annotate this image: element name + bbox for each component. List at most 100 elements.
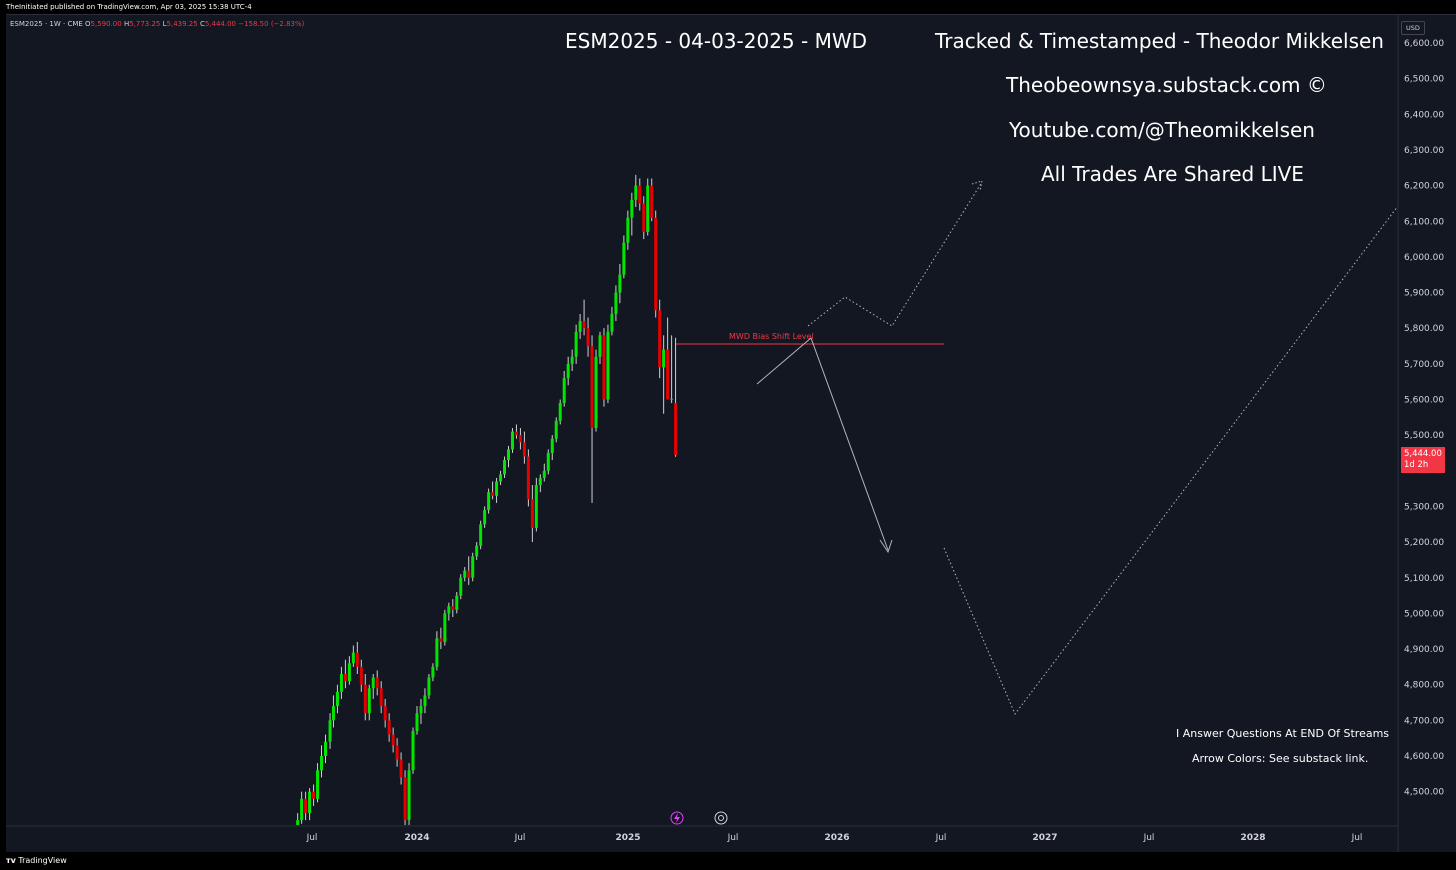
candle-up[interactable] [542, 463, 546, 482]
candle-down[interactable] [642, 196, 646, 240]
candle-down[interactable] [602, 328, 606, 407]
candle-up[interactable] [499, 470, 503, 486]
candle-down[interactable] [359, 659, 363, 692]
candle-down[interactable] [399, 752, 403, 785]
candle-up[interactable] [614, 285, 618, 322]
candle-down[interactable] [586, 317, 590, 357]
candle-up[interactable] [479, 520, 483, 550]
candle-down[interactable] [582, 299, 586, 336]
candle-up[interactable] [630, 192, 634, 236]
candle-down[interactable] [439, 627, 443, 650]
candle-up[interactable] [546, 449, 550, 475]
substack-annotation[interactable]: Theobeownsya.substack.com © [1006, 73, 1327, 97]
candle-down[interactable] [312, 784, 316, 806]
candle-down[interactable] [650, 178, 654, 222]
candle-up[interactable] [419, 698, 423, 724]
candle-up[interactable] [423, 688, 427, 714]
candle-down[interactable] [383, 698, 387, 728]
candle-down[interactable] [526, 449, 530, 507]
projection-dotted-path-lower[interactable] [943, 205, 1399, 715]
candle-up[interactable] [339, 666, 343, 699]
candle-up[interactable] [626, 210, 630, 250]
candle-up[interactable] [431, 663, 435, 682]
lightning-icon[interactable] [670, 811, 684, 825]
candle-down[interactable] [395, 738, 399, 767]
candle-up[interactable] [538, 474, 542, 493]
candle-up[interactable] [296, 813, 300, 825]
candle-up[interactable] [300, 791, 304, 824]
candle-up[interactable] [367, 684, 371, 721]
candle-up[interactable] [503, 456, 507, 478]
candle-up[interactable] [415, 706, 419, 735]
candle-down[interactable] [590, 335, 594, 503]
candle-down[interactable] [518, 428, 522, 450]
candle-up[interactable] [316, 763, 320, 803]
candle-up[interactable] [320, 745, 324, 778]
candle-up[interactable] [598, 331, 602, 364]
candle-down[interactable] [522, 431, 526, 464]
candle-up[interactable] [594, 349, 598, 432]
price-axis[interactable]: 6,600.00 6,500.00 6,400.00 6,300.00 6,200.00… [1404, 39, 1444, 798]
candle-up[interactable] [471, 552, 475, 582]
candle-up[interactable] [411, 727, 415, 774]
candle-up[interactable] [427, 674, 431, 699]
candle-up[interactable] [534, 477, 538, 532]
candle-up[interactable] [435, 631, 439, 671]
candle-down[interactable] [638, 178, 642, 211]
candle-down[interactable] [363, 674, 367, 721]
candle-down[interactable] [451, 599, 455, 617]
candle-up[interactable] [351, 645, 355, 667]
candle-down[interactable] [391, 727, 395, 753]
candle-up[interactable] [550, 435, 554, 461]
candle-down[interactable] [666, 317, 670, 400]
replay-icon[interactable] [714, 811, 728, 825]
currency-label[interactable]: USD [1401, 21, 1425, 35]
candle-up[interactable] [347, 656, 351, 685]
youtube-annotation[interactable]: Youtube.com/@Theomikkelsen [1009, 118, 1315, 142]
candle-down[interactable] [343, 659, 347, 689]
candle-up[interactable] [606, 324, 610, 404]
candle-up[interactable] [475, 542, 479, 560]
candle-down[interactable] [375, 670, 379, 696]
candle-up[interactable] [554, 417, 558, 443]
candle-down[interactable] [387, 713, 391, 742]
candle-up[interactable] [570, 349, 574, 371]
candle-up[interactable] [487, 488, 491, 514]
candle-up[interactable] [447, 602, 451, 621]
candle-down[interactable] [654, 210, 658, 318]
candle-up[interactable] [506, 445, 510, 468]
candle-up[interactable] [443, 609, 447, 646]
candle-down[interactable] [467, 556, 471, 585]
candle-down[interactable] [355, 641, 359, 675]
tradingview-logo-icon[interactable]: ᴛᴠ [6, 856, 16, 865]
live-annotation[interactable]: All Trades Are Shared LIVE [1041, 162, 1304, 186]
tracked-annotation[interactable]: Tracked & Timestamped - Theodor Mikkelse… [935, 29, 1384, 53]
candle-down[interactable] [379, 681, 383, 714]
time-axis[interactable]: Jul 2024 Jul 2025 Jul 2026 Jul 2027 Jul 2028 Jul [306, 833, 1363, 843]
candle-up[interactable] [622, 235, 626, 279]
candle-up[interactable] [335, 684, 339, 714]
candle-up[interactable] [662, 335, 666, 414]
candle-up[interactable] [578, 313, 582, 339]
candle-up[interactable] [574, 324, 578, 364]
candle-down[interactable] [658, 299, 662, 379]
projection-dotted-path-upper[interactable] [807, 181, 983, 327]
candle-up[interactable] [610, 306, 614, 336]
arrow-colors-annotation[interactable]: Arrow Colors: See substack link. [1192, 752, 1369, 765]
candle-up[interactable] [455, 592, 459, 614]
candle-down[interactable] [403, 770, 407, 825]
projection-solid-path[interactable] [756, 337, 889, 551]
candle-up[interactable] [646, 178, 650, 236]
candle-down[interactable] [304, 791, 308, 821]
chart-area[interactable] [6, 14, 1456, 855]
candle-up[interactable] [566, 356, 570, 386]
questions-annotation[interactable]: I Answer Questions At END Of Streams [1176, 727, 1390, 740]
candle-up[interactable] [308, 788, 312, 821]
candle-up[interactable] [463, 567, 467, 582]
candle-up[interactable] [618, 264, 622, 304]
candle-up[interactable] [324, 734, 328, 764]
candle-up[interactable] [407, 763, 411, 825]
candle-down[interactable] [530, 485, 534, 543]
candle-up[interactable] [670, 335, 674, 404]
